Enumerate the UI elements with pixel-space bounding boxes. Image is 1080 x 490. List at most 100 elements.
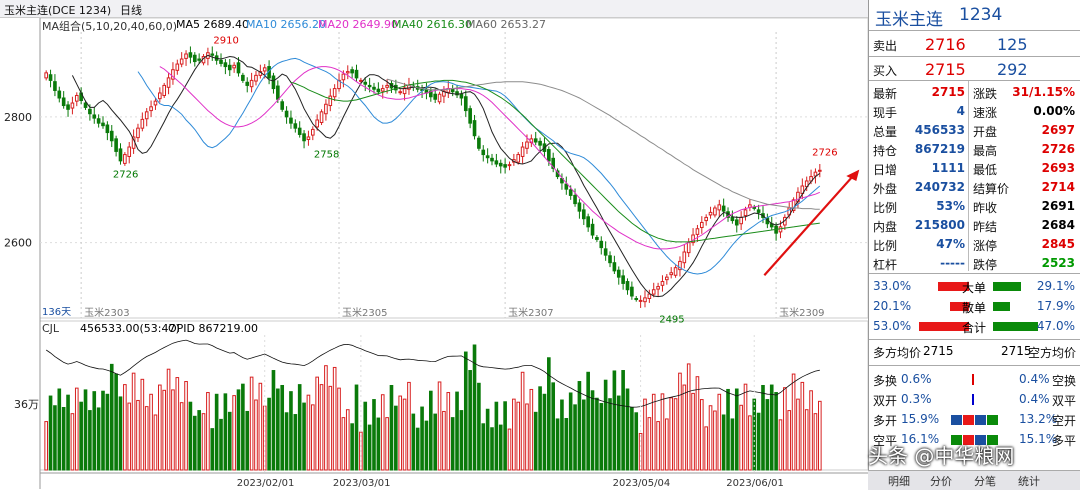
- volume-bar: [319, 384, 324, 471]
- candle-body: [490, 157, 494, 162]
- candle-body: [651, 289, 656, 295]
- candle-body: [61, 97, 66, 107]
- kline-chart[interactable]: 2600 2800 玉米2303 玉米2305 玉米2307 玉米2309 136天 2910…: [0, 0, 868, 489]
- volume-bar: [415, 427, 420, 471]
- candle-body: [184, 53, 188, 59]
- long-avg-value: 2715: [923, 344, 954, 358]
- position-row: 空平 16.1% 15.1% 多平: [869, 430, 1080, 449]
- volume-bar: [324, 365, 328, 471]
- candle-body: [625, 281, 630, 291]
- volume-bar: [621, 370, 625, 471]
- candle-body: [324, 103, 328, 115]
- volume-bar: [420, 406, 424, 471]
- volume-indicator-name[interactable]: CJL: [42, 322, 60, 335]
- candle-body: [516, 154, 521, 163]
- position-bar: [975, 435, 986, 445]
- candle-body: [101, 122, 105, 127]
- volume-bar: [153, 414, 158, 471]
- candle-body: [74, 94, 79, 102]
- quote-tabs: 明细 分价 分笔 统计: [868, 470, 1080, 490]
- candle-body: [665, 276, 669, 281]
- candle-body: [485, 155, 490, 159]
- candle-body: [455, 91, 459, 96]
- candle-body: [538, 140, 542, 146]
- position-right-label: 空开: [1052, 414, 1077, 428]
- volume-bar: [48, 395, 53, 471]
- field-value-right: 2714: [1041, 180, 1075, 194]
- contract-label: 玉米2307: [508, 306, 553, 319]
- candle-body: [363, 81, 368, 85]
- price-annotation: 2495: [659, 315, 684, 326]
- volume-bar: [380, 394, 385, 471]
- volume-bar: [796, 398, 800, 471]
- field-label-right: 跌停: [973, 258, 998, 272]
- volume-bar: [171, 389, 175, 471]
- candle-body: [520, 146, 525, 157]
- volume-bar: [765, 399, 770, 471]
- tab-tick[interactable]: 分笔: [974, 475, 996, 488]
- volume-bar: [804, 409, 809, 471]
- candle-body: [175, 63, 180, 71]
- candle-body: [450, 88, 455, 93]
- y-tick-label: 2800: [4, 111, 32, 124]
- volume-bar: [197, 410, 201, 471]
- volume-bar: [297, 384, 302, 471]
- candle-body: [695, 228, 700, 235]
- short-avg-label: 空方均价: [1028, 346, 1077, 360]
- candle-body: [179, 58, 184, 65]
- candle-body: [66, 104, 70, 110]
- volume-bar: [704, 426, 708, 471]
- volume-bar: [310, 404, 315, 471]
- x-tick-label: 2023/06/01: [726, 478, 784, 489]
- volume-bar: [512, 398, 516, 471]
- candle-body: [57, 90, 62, 99]
- candle-body: [188, 52, 193, 58]
- field-label: 外盘: [873, 182, 898, 196]
- volume-bar: [783, 387, 787, 471]
- candle-body: [345, 71, 350, 74]
- candle-body: [70, 102, 75, 109]
- quote-code: 1234: [959, 5, 1003, 25]
- chart-area[interactable]: 2600 2800 玉米2303 玉米2305 玉米2307 玉米2309 136天 2910…: [0, 0, 868, 489]
- quote-field-row: 杠杆 ----- 跌停 2523: [869, 254, 1080, 273]
- ask-price: 2716: [925, 35, 966, 54]
- candle-body: [144, 111, 149, 120]
- candle-body: [590, 223, 595, 236]
- tab-price[interactable]: 分价: [930, 475, 952, 488]
- volume-bar: [232, 395, 236, 471]
- field-value-right: 31/1.15%: [1012, 85, 1075, 99]
- ma-group-label[interactable]: MA组合(5,10,20,40,60,0): [42, 20, 178, 33]
- volume-bar: [424, 420, 429, 471]
- volume-bar: [643, 398, 647, 471]
- volume-bar: [328, 385, 333, 471]
- field-value-right: 2845: [1041, 237, 1075, 251]
- quote-field-row: 持仓 867219 最高 2726: [869, 140, 1080, 159]
- position-right-value: 0.4%: [1019, 392, 1050, 406]
- quote-field-row: 总量 456533 开盘 2697: [869, 121, 1080, 140]
- period-label[interactable]: 日线: [120, 4, 142, 17]
- volume-bar: [337, 387, 341, 471]
- volume-bar: [70, 413, 75, 471]
- candle-body: [162, 84, 167, 96]
- field-value-right: 2693: [1041, 161, 1075, 175]
- field-label-right: 开盘: [973, 125, 998, 139]
- candle-body: [713, 207, 717, 216]
- volume-bar: [284, 412, 289, 471]
- volume-bar: [127, 402, 132, 471]
- tab-detail[interactable]: 明细: [888, 475, 910, 488]
- tab-stats[interactable]: 统计: [1018, 475, 1040, 488]
- flow-right-value: 29.1%: [1036, 279, 1075, 293]
- candle-body: [385, 84, 389, 88]
- candle-body: [236, 62, 241, 74]
- field-value-right: 2726: [1041, 142, 1075, 156]
- volume-bar: [787, 410, 792, 471]
- candle-body: [647, 293, 652, 300]
- candle-body: [818, 169, 822, 172]
- flow-buy-bar: [950, 302, 969, 311]
- volume-bar: [332, 366, 337, 471]
- candle-body: [708, 211, 713, 216]
- volume-bar: [769, 384, 774, 471]
- ask-row: 卖出 2716 125: [869, 33, 1080, 55]
- ma40-label: MA40 2616.30: [392, 18, 472, 31]
- volume-bar: [630, 407, 634, 471]
